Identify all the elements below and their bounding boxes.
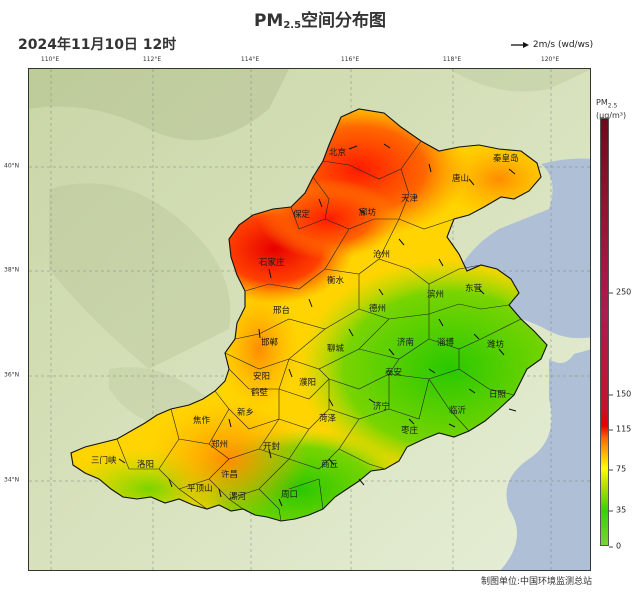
colorbar-tick-115: 115: [608, 424, 632, 434]
colorbar-title: PM2.5 (μg/m³): [596, 98, 627, 120]
city-label: 潍坊: [487, 339, 505, 350]
lon-tick-114: 114°E: [240, 56, 260, 63]
city-label: 洛阳: [137, 459, 154, 470]
city-label: 淄博: [437, 337, 455, 348]
city-label: 周口: [281, 490, 298, 500]
city-label: 滨州: [427, 289, 444, 300]
city-label: 唐山: [452, 173, 469, 184]
colorbar-tick-35: 35: [608, 505, 627, 515]
lat-tick-34: 34°N: [4, 476, 20, 484]
city-label: 聊城: [327, 343, 345, 354]
city-label: 邯郸: [261, 337, 279, 348]
city-label: 济宁: [373, 401, 390, 412]
wind-legend-label: 2m/s (wd/ws): [532, 40, 594, 50]
city-label: 鹤壁: [251, 387, 269, 398]
lon-tick-112: 112°E: [142, 56, 162, 63]
city-label: 濮阳: [299, 377, 316, 388]
city-label: 保定: [293, 209, 311, 220]
terrain-shading: [29, 69, 590, 429]
credit-text: 制图单位:中国环境监测总站: [480, 577, 592, 587]
city-label: 泰安: [385, 367, 402, 378]
city-label: 济南: [397, 337, 414, 348]
colorbar-tick-0: 0: [608, 541, 622, 551]
wind-vectors: [118, 143, 517, 507]
map-title: PM2.5空间分布图: [253, 11, 387, 31]
city-labels: 北京 秦皇岛 唐山 天津 保定 廊坊 石家庄 沧州 衡水 东营 滨州 德州 邢台…: [91, 147, 519, 502]
city-label: 新乡: [237, 407, 254, 418]
city-label: 临沂: [449, 405, 467, 416]
city-label: 焦作: [193, 415, 211, 426]
colorbar-tick-250: 250: [608, 287, 632, 297]
yellow-sea: [500, 349, 590, 570]
wind-legend: 2m/s (wd/ws): [510, 40, 593, 50]
city-label: 菏泽: [319, 413, 337, 424]
lon-tick-118: 118°E: [442, 56, 462, 63]
map-svg: 北京 秦皇岛 唐山 天津 保定 廊坊 石家庄 沧州 衡水 东营 滨州 德州 邢台…: [29, 69, 590, 570]
city-label: 石家庄: [259, 257, 285, 268]
colorbar: [600, 118, 609, 546]
colorbar-tick-150: 150: [608, 389, 632, 399]
city-label: 安阳: [253, 371, 270, 382]
city-label: 德州: [369, 303, 386, 314]
map-datetime: 2024年11月10日 12时: [18, 37, 177, 53]
map-canvas[interactable]: 北京 秦皇岛 唐山 天津 保定 廊坊 石家庄 沧州 衡水 东营 滨州 德州 邢台…: [28, 68, 591, 571]
lon-tick-116: 116°E: [340, 56, 360, 63]
lat-tick-36: 36°N: [4, 371, 20, 379]
city-label: 日照: [489, 390, 507, 400]
city-label: 衡水: [327, 275, 345, 286]
wind-arrow-icon: [511, 41, 529, 48]
city-label: 北京: [329, 147, 346, 158]
city-label: 许昌: [221, 469, 238, 480]
city-label: 平顶山: [187, 483, 213, 494]
city-label: 廊坊: [359, 207, 377, 218]
lat-tick-38: 38°N: [4, 266, 20, 274]
city-label: 沧州: [373, 249, 390, 260]
colorbar-tick-75: 75: [608, 464, 627, 474]
city-label: 东营: [465, 283, 482, 294]
city-label: 邢台: [273, 305, 290, 316]
city-label: 开封: [263, 441, 281, 452]
city-label: 商丘: [321, 459, 339, 470]
city-label: 秦皇岛: [493, 153, 519, 164]
lat-tick-40: 40°N: [4, 162, 20, 170]
city-label: 三门峡: [91, 455, 117, 466]
city-label: 郑州: [211, 439, 228, 450]
city-label: 漯河: [229, 491, 247, 502]
lon-tick-120: 120°E: [540, 56, 560, 63]
city-label: 天津: [401, 193, 419, 204]
lon-tick-110: 110°E: [40, 56, 60, 63]
city-label: 枣庄: [401, 425, 419, 436]
